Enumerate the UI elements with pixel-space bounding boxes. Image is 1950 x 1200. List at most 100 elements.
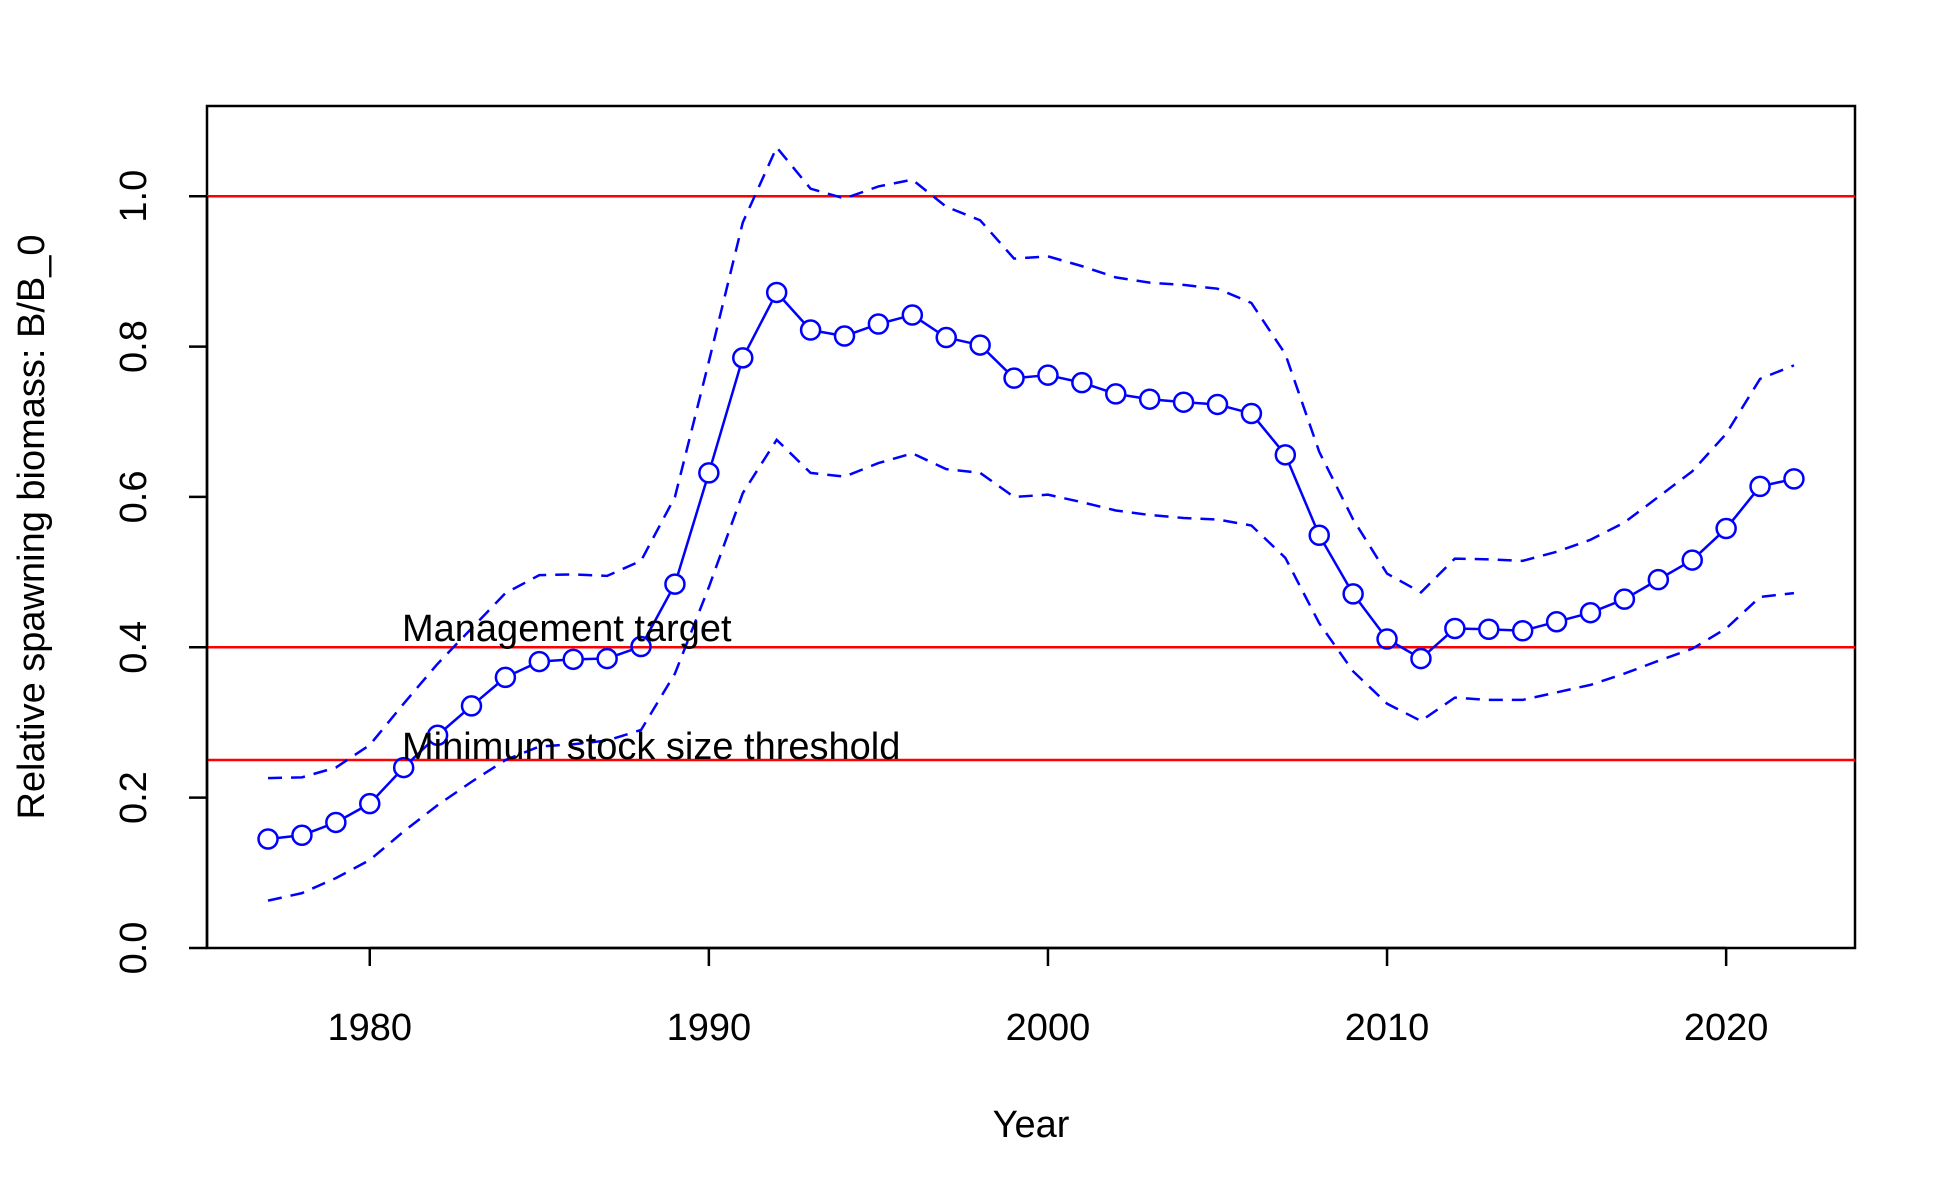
data-point: [1240, 402, 1263, 425]
x-tick-label: 1990: [667, 1007, 752, 1049]
x-tick-label: 2010: [1345, 1007, 1430, 1049]
series-segment: [888, 316, 903, 323]
data-point: [291, 824, 313, 846]
x-axis-label: Year: [993, 1104, 1070, 1146]
data-point: [1647, 568, 1670, 591]
series-segment: [1532, 623, 1547, 630]
data-point: [528, 650, 551, 673]
data-point: [1037, 364, 1059, 386]
series-segment: [1566, 614, 1581, 621]
series-segment: [1666, 564, 1684, 576]
series-segment: [920, 319, 939, 333]
data-point: [935, 326, 957, 349]
lower-bound-line: [267, 437, 1795, 902]
data-point: [1138, 388, 1161, 410]
data-point: [765, 281, 788, 304]
series-segment: [1257, 420, 1280, 448]
series-segment: [549, 658, 563, 663]
series-segment: [376, 774, 398, 797]
series-segment: [278, 835, 292, 840]
series-segment: [644, 592, 672, 638]
data-point: [698, 462, 720, 484]
y-tick-label: 0.0: [113, 922, 155, 975]
series-segment: [1358, 601, 1382, 632]
series-segment: [820, 330, 835, 336]
series-segment: [1632, 583, 1650, 596]
data-point: [1308, 524, 1330, 547]
series-segment: [311, 824, 327, 833]
data-point: [494, 666, 517, 689]
data-point: [1003, 367, 1025, 389]
data-point: [1105, 383, 1127, 405]
confidence-bands: [267, 144, 1795, 902]
estimate-series: [257, 281, 1805, 850]
y-axis: 0.0 0.2 0.4 0.6 0.8 1.0: [113, 170, 209, 975]
series-segment: [1288, 464, 1317, 527]
series-segment: [1125, 394, 1140, 399]
series-segment: [782, 299, 805, 324]
series-segment: [1024, 374, 1038, 379]
series-segment: [1395, 643, 1413, 655]
series-segment: [676, 482, 707, 575]
data-point: [901, 304, 924, 326]
y-tick-label: 0.6: [113, 471, 155, 524]
series-segment: [1770, 479, 1784, 486]
data-point: [1715, 517, 1737, 540]
reference-lines: [207, 194, 1855, 762]
data-point: [1681, 549, 1703, 571]
series-segment: [478, 683, 499, 701]
data-point: [969, 334, 991, 356]
y-tick-label: 0.4: [113, 621, 155, 674]
data-point: [325, 811, 347, 834]
series-segment: [1193, 401, 1208, 406]
series-segment: [986, 351, 1008, 372]
series-segment: [1160, 398, 1174, 403]
data-point: [833, 325, 856, 347]
data-point: [799, 319, 822, 341]
data-point: [1613, 588, 1636, 610]
x-tick-label: 1980: [327, 1007, 412, 1049]
data-point: [664, 573, 686, 595]
series-segment: [746, 301, 773, 350]
series-segment: [956, 338, 971, 345]
data-point: [359, 792, 381, 815]
data-point: [426, 724, 449, 746]
y-axis-label: Relative spawning biomass: B/B_0: [11, 234, 53, 819]
data-point: [1410, 647, 1432, 670]
series-segment: [1499, 628, 1513, 632]
data-point: [1444, 617, 1466, 640]
data-point: [1376, 628, 1398, 650]
minimum-stock-threshold-label: Minimum stock size threshold: [402, 726, 900, 768]
y-tick-label: 0.2: [113, 771, 155, 824]
plot-frame: [205, 104, 1857, 950]
series-segment: [514, 664, 531, 675]
data-point: [1172, 391, 1195, 413]
data-point: [1783, 468, 1805, 490]
x-tick-label: 2020: [1684, 1007, 1769, 1049]
management-target-label: Management target: [402, 608, 732, 650]
data-point: [257, 828, 279, 850]
series-segment: [853, 326, 869, 334]
series-segment: [1427, 634, 1448, 653]
series-segment: [1699, 534, 1720, 554]
series-segment: [1599, 601, 1616, 610]
data-point: [392, 756, 415, 779]
upper-bound-line: [268, 144, 1795, 780]
series-segment: [1323, 543, 1349, 586]
series-segment: [1227, 405, 1242, 412]
series-segment: [1091, 384, 1107, 392]
data-point: [1511, 619, 1534, 642]
data-point: [1478, 618, 1500, 640]
data-point: [630, 635, 652, 658]
data-point: [867, 313, 890, 335]
series-segment: [1057, 376, 1072, 382]
data-point: [1206, 393, 1229, 416]
y-tick-label: 1.0: [113, 170, 155, 223]
series-segment: [344, 807, 362, 819]
series-segment: [616, 648, 632, 657]
series-segment: [1731, 493, 1755, 522]
series-segment: [444, 711, 465, 730]
series-segment: [410, 741, 431, 762]
data-point: [1342, 583, 1364, 605]
